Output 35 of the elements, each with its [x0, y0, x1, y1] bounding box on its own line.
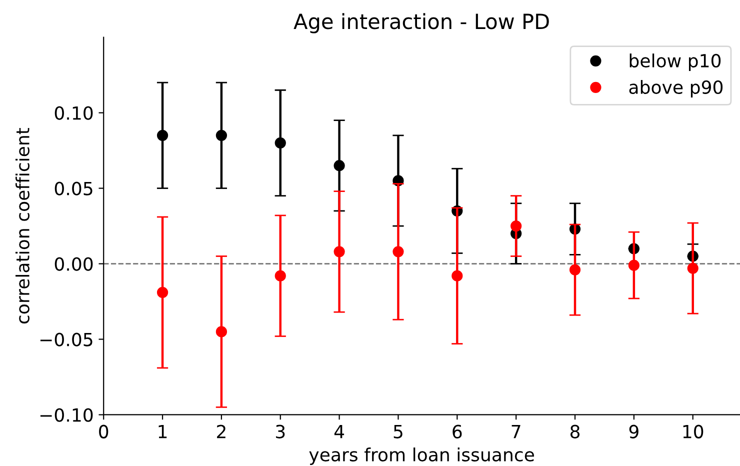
legend-label: above p90 — [629, 80, 723, 98]
chart-title: Age interaction - Low PD — [294, 13, 549, 34]
point — [392, 246, 404, 258]
point — [216, 326, 228, 338]
x-axis-title: years from loan issuance — [309, 447, 534, 465]
x-tick-label: 2 — [217, 424, 226, 438]
point — [510, 220, 522, 232]
point — [156, 130, 168, 141]
y-tick-label: −0.10 — [40, 408, 93, 422]
y-tick-label: −0.05 — [40, 332, 92, 346]
y-tick-label: 0.00 — [54, 257, 93, 271]
x-tick-label: 6 — [452, 424, 462, 438]
point — [628, 260, 640, 271]
point — [452, 270, 463, 282]
legend-label: below p10 — [630, 54, 721, 72]
x-tick-label: 8 — [570, 424, 580, 438]
x-tick-label: 4 — [334, 425, 344, 438]
y-tick-label: 0.10 — [54, 106, 93, 120]
point — [274, 137, 286, 149]
x-tick-label: 7 — [512, 425, 520, 438]
x-tick-label: 3 — [276, 424, 285, 438]
point — [274, 270, 286, 282]
x-tick-label: 5 — [394, 425, 402, 438]
point — [569, 264, 581, 276]
x-tick-label: 1 — [158, 425, 167, 438]
x-tick-label: 10 — [683, 424, 704, 438]
point — [334, 160, 345, 172]
x-tick-label: 9 — [629, 424, 638, 438]
point — [687, 262, 698, 274]
point — [334, 246, 345, 258]
y-tick-label: 0.05 — [54, 182, 92, 196]
x-tick-label: 0 — [99, 424, 108, 438]
point — [216, 130, 228, 141]
point — [156, 286, 168, 298]
y-axis-title: correlation coefficient — [16, 128, 30, 324]
